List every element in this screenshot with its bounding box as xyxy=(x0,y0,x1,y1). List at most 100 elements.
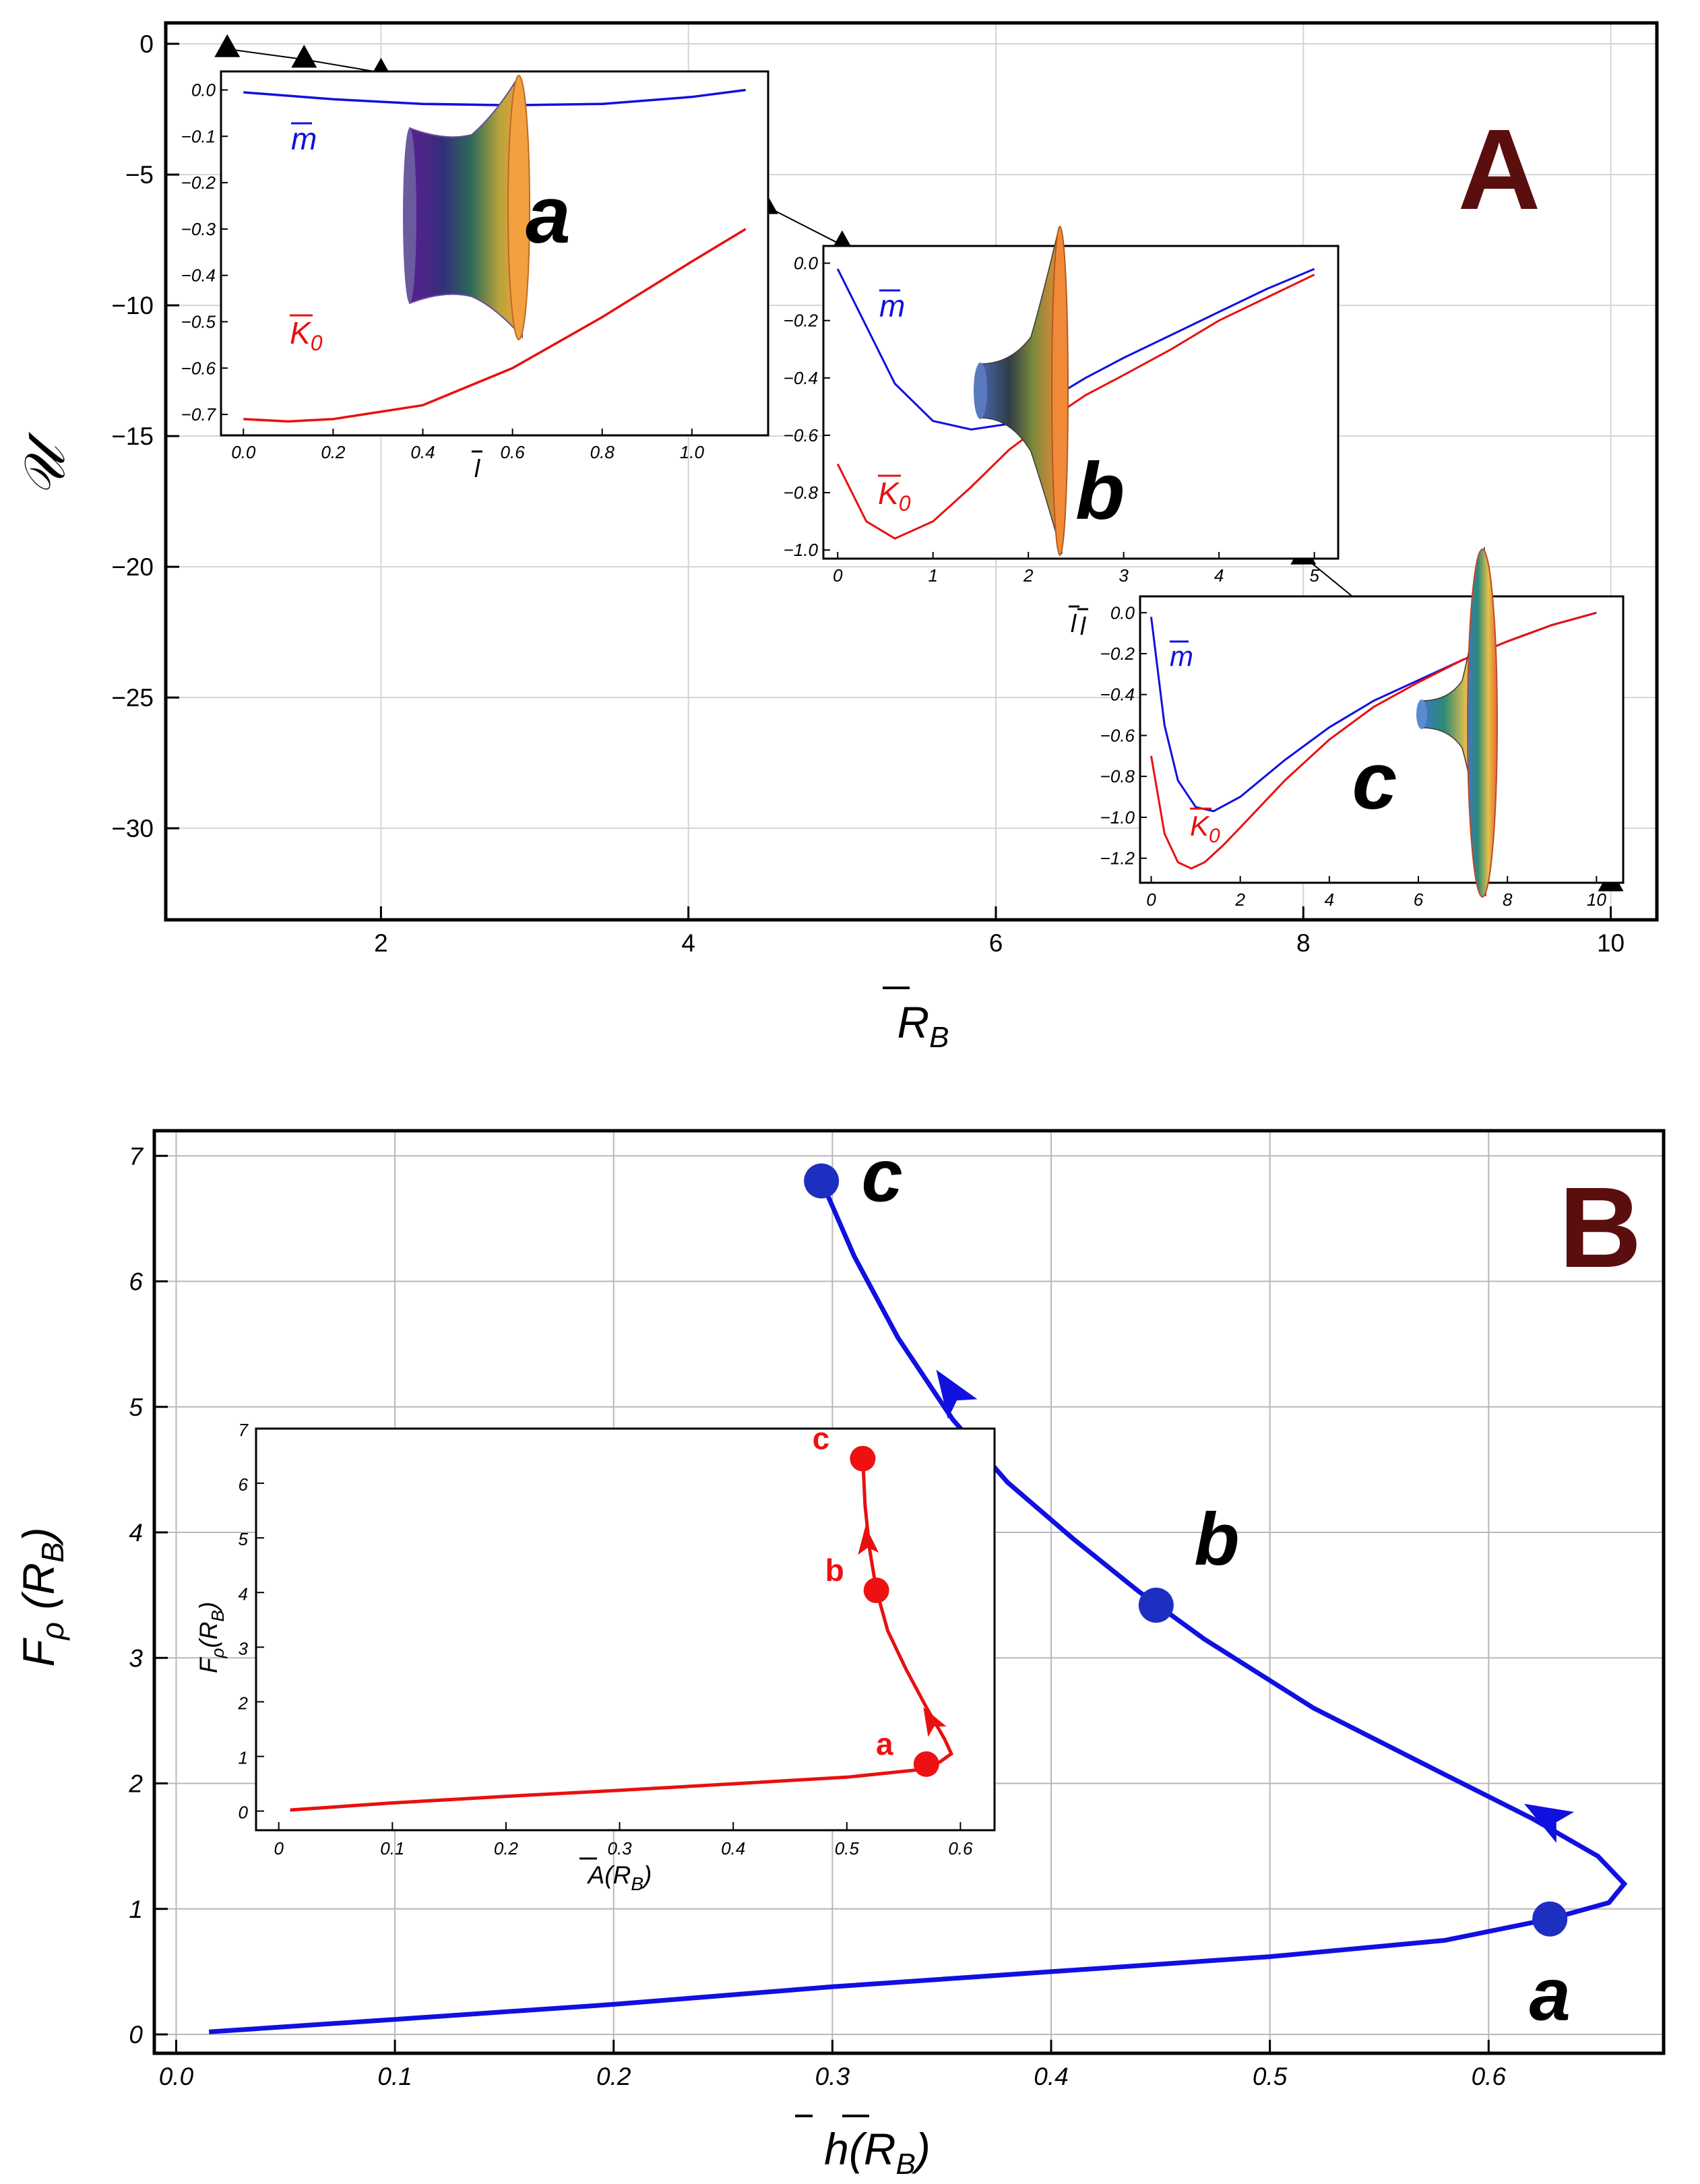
inset-fa-ytick-label-4: 4 xyxy=(239,1584,248,1604)
inset-c-xtick-label-1: 2 xyxy=(1234,890,1245,910)
tick-label-y-1: −5 xyxy=(125,161,154,189)
inset-c-ytick-label-4: −0.8 xyxy=(1100,766,1135,786)
inset-c-ytick-label-3: −0.6 xyxy=(1100,725,1135,745)
tick-label-y-2: −10 xyxy=(111,292,154,319)
fh-arrow-0 xyxy=(1524,1803,1575,1843)
inset-fa-xtick-label-5: 0.5 xyxy=(835,1838,860,1859)
fa-point-c xyxy=(850,1445,876,1472)
panel-a: 2 4 6 8 100−5−10−15−20−25−30 RB 𝒰 A 0.0 0.2 0.… xyxy=(13,21,1659,1054)
inset-b-ticks: 0 1 2 3 4 5 0.0 −0.2 −0.4 −0.6 −0.8 −1.0 xyxy=(784,253,1320,586)
panel-a-ylabel: 𝒰 xyxy=(13,431,76,497)
inset-a-k0-curve xyxy=(243,228,747,423)
fa-point-label-a: a xyxy=(876,1726,893,1761)
fh-arrow-1 xyxy=(936,1369,978,1419)
inset-c-ytick-label-1: −0.2 xyxy=(1100,644,1135,664)
u-marker-1 xyxy=(291,44,317,68)
inset-b-ytick-label-5: −1.0 xyxy=(784,540,819,560)
fa-arrow-0 xyxy=(923,1707,947,1737)
panel-b-xlabel: h(RB) xyxy=(824,2124,931,2181)
inset-a-ytick-label-5: −0.5 xyxy=(181,311,216,332)
panel-b-ticks: 0.0 0.1 0.2 0.3 0.4 0.5 0.6 0 1 2 3 4 5 6 7 xyxy=(128,1142,1506,2090)
inset-fa-ytick-label-5: 5 xyxy=(239,1529,249,1549)
inset-c-xtick-label-2: 4 xyxy=(1325,890,1334,910)
fh-point-c xyxy=(804,1163,840,1199)
inset-c-label: c xyxy=(1352,736,1397,826)
inset-b-xtick-label-5: 5 xyxy=(1309,565,1319,586)
fh-point-label-a: a xyxy=(1530,1954,1571,2036)
inset-fa-ytick-label-7: 7 xyxy=(239,1420,249,1440)
fa-point-a xyxy=(913,1751,939,1777)
fh-point-label-c: c xyxy=(862,1135,903,1218)
inset-a-ytick-label-1: −0.1 xyxy=(181,126,216,146)
tick-label-y-0: 0 xyxy=(139,30,154,58)
panel-b-ylabel: Fρ (RB) xyxy=(13,1527,70,1666)
fh-point-b xyxy=(1138,1588,1174,1623)
inset-a: 0.0 0.2 0.4 0.6 0.8 1.0 0.0 −0.1 −0.2 −0.3 −0.4 −0.… xyxy=(181,70,769,482)
tickb-label-y-3: 3 xyxy=(129,1644,143,1672)
fh-point-label-b: b xyxy=(1194,1498,1239,1581)
inset-a-ytick-label-3: −0.3 xyxy=(181,219,216,239)
inset-b-xlabel: l xyxy=(1071,610,1077,637)
tickb-label-x-0: 0.0 xyxy=(159,2063,194,2090)
inset-b-ytick-label-2: −0.4 xyxy=(784,368,818,388)
inset-c-xtick-label-0: 0 xyxy=(1146,890,1156,910)
panel-a-label: A xyxy=(1458,106,1541,234)
inset-fa-ytick-label-1: 1 xyxy=(239,1748,248,1768)
tick-label-y-5: −25 xyxy=(111,684,154,712)
tickb-label-x-6: 0.6 xyxy=(1472,2063,1507,2090)
inset-c-ytick-label-0: 0.0 xyxy=(1110,602,1135,623)
u-marker-0 xyxy=(214,34,241,57)
inset-c-m-label: m xyxy=(1170,640,1193,672)
inset-a-xtick-label-5: 1.0 xyxy=(680,442,705,462)
inset-fa: 0 0.1 0.2 0.3 0.4 0.5 0.6 0 1 2 3 4 5 6 7 a b c A(RB) Fρ… xyxy=(195,1420,996,1894)
tickb-label-x-3: 0.3 xyxy=(815,2063,850,2090)
tickb-label-x-1: 0.1 xyxy=(377,2063,412,2090)
fa-arrows xyxy=(858,1526,947,1737)
tickb-label-y-2: 2 xyxy=(128,1770,143,1798)
inset-b-label: b xyxy=(1075,446,1125,536)
tick-label-x-0: 2 xyxy=(374,929,388,957)
panel-b-frame xyxy=(152,1129,1666,2055)
fa-point-label-b: b xyxy=(825,1553,844,1588)
tick-label-x-4: 10 xyxy=(1597,929,1625,957)
inset-c-xlabel: l xyxy=(1080,613,1087,640)
inset-b-xtick-label-1: 1 xyxy=(928,565,937,586)
inset-fa-xtick-label-6: 0.6 xyxy=(948,1838,973,1859)
inset-a-ytick-label-7: −0.7 xyxy=(181,404,217,425)
inset-fa-xtick-label-0: 0 xyxy=(274,1838,284,1859)
fa-point-b xyxy=(863,1578,889,1604)
tickb-label-x-2: 0.2 xyxy=(596,2063,631,2090)
inset-fa-ticks: 0 0.1 0.2 0.3 0.4 0.5 0.6 0 1 2 3 4 5 6 7 xyxy=(238,1420,973,1859)
inset-c-frame xyxy=(1139,595,1625,884)
panel-a-xlabel: RB xyxy=(897,997,949,1054)
fa-points: a b c xyxy=(813,1421,939,1777)
inset-a-ytick-label-2: −0.2 xyxy=(181,173,216,193)
inset-fa-ytick-label-3: 3 xyxy=(239,1638,249,1658)
inset-b-ytick-label-1: −0.2 xyxy=(784,311,819,331)
panel-a-ticks: 2 4 6 8 100−5−10−15−20−25−30 xyxy=(111,30,1625,957)
tick-label-y-6: −30 xyxy=(111,815,154,842)
inset-fa-xtick-label-3: 0.3 xyxy=(607,1838,632,1859)
panel-b: a b c 0.0 0.1 0.2 0.3 0.4 0.5 0.6 0 1 2 3 4 5 6 7 B h(RB… xyxy=(13,1129,1666,2181)
inset-fa-ytick-label-6: 6 xyxy=(239,1474,249,1495)
inset-c-ytick-label-2: −0.4 xyxy=(1100,685,1135,705)
tickb-label-x-4: 0.4 xyxy=(1034,2063,1068,2090)
inset-a-ytick-label-6: −0.6 xyxy=(181,358,216,378)
tickb-label-y-4: 4 xyxy=(129,1519,143,1547)
inset-a-ytick-label-0: 0.0 xyxy=(191,80,216,100)
tickb-label-y-1: 1 xyxy=(129,1896,143,1923)
inset-a-xtick-label-0: 0.0 xyxy=(231,442,256,462)
inset-b-xtick-label-4: 4 xyxy=(1214,565,1224,586)
inset-b-ytick-label-3: −0.6 xyxy=(784,425,819,445)
inset-fa-xtick-label-2: 0.2 xyxy=(494,1838,519,1859)
inset-fa-ylabel: Fρ(RB) xyxy=(195,1602,228,1673)
fa-point-label-c: c xyxy=(813,1421,830,1456)
tickb-label-y-0: 0 xyxy=(129,2021,143,2049)
inset-a-label: a xyxy=(526,170,571,260)
panel-b-label: B xyxy=(1559,1164,1642,1292)
inset-fa-xlabel: A(RB) xyxy=(587,1861,652,1894)
inset-c-ticks: 0 2 4 6 8 10 0.0 −0.2 −0.4 −0.6 −0.8 −1.0 −1.2 xyxy=(1100,602,1607,910)
inset-a-xtick-label-4: 0.8 xyxy=(590,442,615,462)
fh-points: a b c xyxy=(804,1135,1571,2036)
